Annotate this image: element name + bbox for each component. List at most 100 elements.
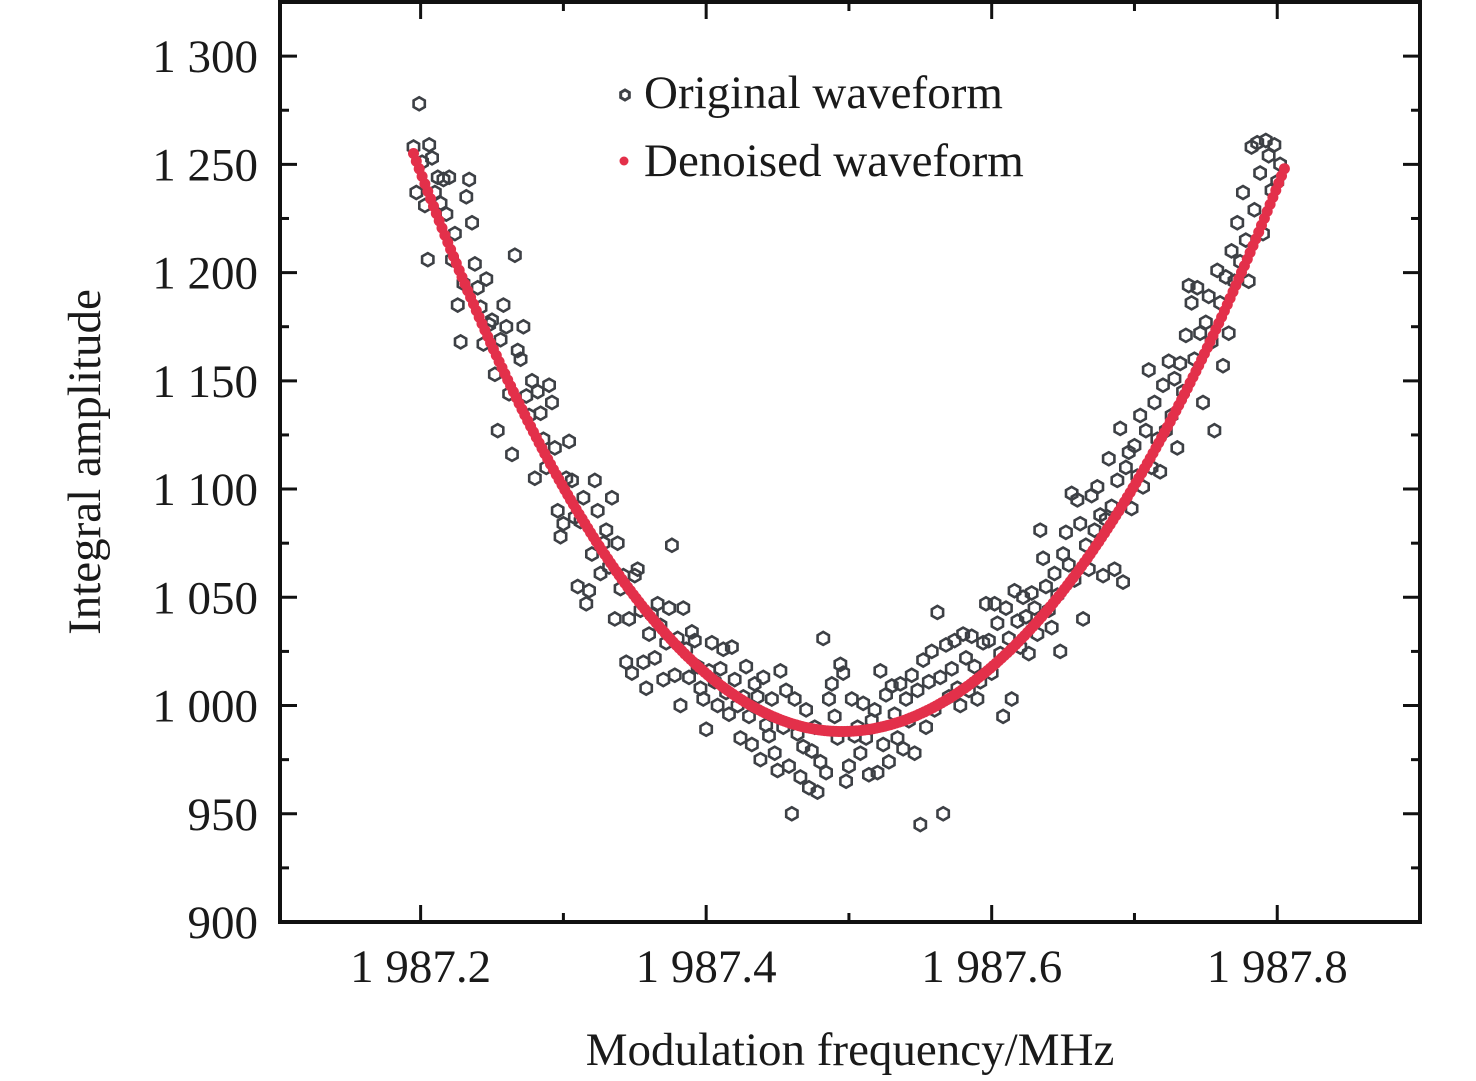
original-point [642, 626, 657, 643]
original-point [930, 604, 945, 621]
original-point [764, 690, 779, 707]
original-point [425, 149, 440, 166]
original-point [576, 489, 591, 506]
original-point [1016, 589, 1030, 606]
original-point [779, 682, 794, 699]
original-point [593, 565, 608, 582]
original-point [1110, 472, 1125, 489]
original-point [753, 751, 768, 768]
original-point [747, 675, 762, 692]
y-tick-label: 1 300 [152, 31, 258, 83]
original-point [1087, 522, 1102, 539]
original-point [784, 805, 799, 822]
original-point [924, 643, 939, 660]
original-point [499, 318, 514, 335]
original-point [876, 736, 891, 753]
original-point [465, 214, 480, 231]
original-point [610, 535, 625, 552]
original-point [673, 697, 688, 714]
original-point [796, 738, 811, 755]
original-point [881, 753, 896, 770]
original-point [462, 171, 477, 188]
legend: Original waveform Denoised waveform [619, 67, 1024, 187]
original-point [493, 331, 508, 348]
original-point [833, 656, 848, 673]
original-point [836, 665, 851, 682]
original-point [970, 690, 985, 707]
original-point [1184, 294, 1199, 311]
original-point [944, 660, 959, 677]
original-point [624, 665, 639, 682]
original-point [547, 439, 562, 456]
original-point [599, 522, 614, 539]
y-tick-label: 1 200 [152, 248, 258, 300]
x-axis-title: Modulation frequency/MHz [586, 1024, 1115, 1076]
original-point [420, 251, 435, 268]
original-point [570, 578, 585, 595]
original-point [636, 654, 651, 671]
original-point [861, 766, 876, 783]
original-point [496, 297, 511, 314]
original-point [998, 600, 1013, 617]
original-point [959, 649, 973, 666]
original-point [639, 680, 654, 697]
original-point [910, 682, 925, 699]
original-point [467, 255, 482, 272]
original-point [727, 671, 742, 688]
original-point [1076, 610, 1090, 627]
original-point [533, 405, 548, 422]
original-point [1156, 377, 1170, 394]
original-point [1201, 288, 1216, 305]
original-point [1210, 262, 1225, 279]
original-point [582, 582, 597, 599]
original-point [564, 472, 579, 489]
original-point [1224, 242, 1239, 259]
original-point [1044, 619, 1059, 636]
original-point [853, 745, 868, 762]
legend-label-original: Original waveform [644, 67, 1003, 119]
original-point [550, 502, 565, 519]
original-point [1053, 643, 1068, 660]
original-point [1010, 613, 1025, 630]
original-point [696, 690, 711, 707]
original-point [893, 675, 908, 692]
original-point [676, 600, 691, 617]
original-point [442, 169, 457, 186]
original-point [1153, 463, 1168, 480]
plot-area [406, 95, 1290, 833]
original-point [996, 708, 1011, 725]
original-point [510, 342, 525, 359]
y-tick-label: 900 [188, 897, 259, 949]
y-tick-label: 1 250 [152, 139, 258, 191]
original-point [507, 247, 522, 264]
original-point [656, 671, 671, 688]
original-point [819, 764, 834, 781]
original-point [801, 779, 816, 796]
y-tick-label: 950 [188, 789, 259, 841]
original-point [647, 649, 662, 666]
original-point [684, 623, 699, 640]
original-point [981, 632, 996, 649]
x-tick-label: 1 987.2 [350, 941, 491, 993]
original-point [422, 136, 437, 153]
original-point [873, 662, 888, 679]
original-point [1036, 550, 1050, 567]
original-point [1250, 134, 1265, 151]
original-point [1073, 515, 1088, 532]
original-point [1101, 450, 1116, 467]
original-point [1107, 561, 1122, 578]
original-point [409, 184, 424, 201]
original-point [976, 634, 991, 651]
legend-marker-dot [619, 156, 629, 166]
original-point [821, 690, 836, 707]
original-point [562, 433, 577, 450]
original-point [682, 669, 697, 686]
original-point [544, 394, 559, 411]
original-point [479, 271, 494, 288]
denoised-point [1278, 163, 1290, 175]
original-point [907, 745, 922, 762]
original-point [622, 610, 637, 627]
original-point [604, 489, 619, 506]
original-point [762, 727, 776, 744]
series-denoised-waveform [408, 148, 1290, 737]
